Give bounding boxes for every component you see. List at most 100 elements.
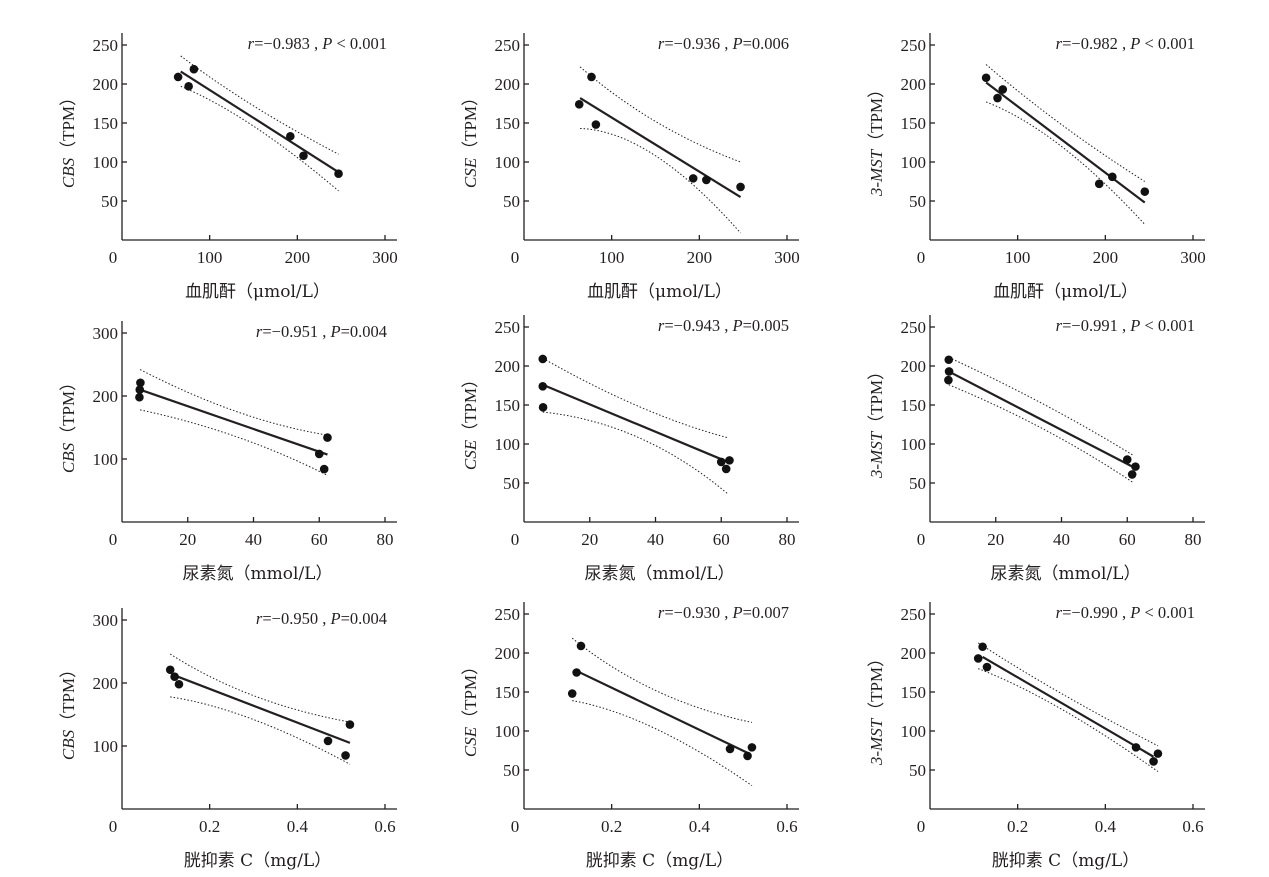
data-point [1108, 172, 1117, 182]
x-axis-label: 尿素氮（mmol/L） [183, 564, 333, 584]
p-symbol: P [731, 603, 742, 622]
scatter-panel: 0 0.2 0.4 0.6 50 100 150 200 250 CSE（TPM） 胱抑素 C（mg… [452, 587, 852, 877]
x-tick-label: 0.6 [374, 817, 395, 836]
y-axis-gene: CSE [461, 157, 480, 188]
annotation-separator: , [318, 609, 330, 628]
annotation-separator: , [310, 34, 322, 53]
data-point [574, 99, 584, 109]
y-axis-unit: （TPM） [59, 661, 78, 730]
p-value: =0.004 [341, 609, 387, 628]
y-tick-label: 250 [901, 36, 927, 55]
p-value: < 0.001 [1140, 34, 1195, 53]
x-tick-label: 200 [285, 248, 311, 267]
correlation-annotation: r=−0.991 , P < 0.001 [1056, 316, 1195, 335]
x-tick-label: 0.4 [689, 817, 711, 836]
correlation-annotation: r=−0.943 , P=0.005 [658, 316, 789, 335]
x-tick-label: 300 [774, 248, 800, 267]
scatter-plot: 0 20 40 60 80 50 100 150 200 250 CSE（TPM） 尿素氮（mmol/… [461, 315, 799, 584]
y-tick-label: 100 [93, 153, 119, 172]
x-tick-label: 80 [377, 530, 394, 549]
y-axis-unit: （TPM） [461, 658, 480, 727]
y-tick-label: 100 [93, 737, 119, 756]
data-point [944, 355, 954, 365]
p-value: < 0.001 [1140, 316, 1195, 335]
data-point [319, 464, 329, 474]
y-tick-label: 150 [93, 114, 119, 133]
ci-upper-line [169, 653, 351, 723]
scatter-plot: 0 100 200 300 50 100 150 200 250 3-MST（TPM） 血肌酐（μm… [867, 33, 1206, 302]
y-tick-label: 200 [93, 674, 119, 693]
ci-lower-line [170, 696, 351, 765]
x-tick-label: 0 [917, 530, 926, 549]
scatter-plot: 0 20 40 60 80 100 200 300 CBS（TPM） 尿素氮（mmol/L） r=−… [59, 321, 397, 584]
data-point [587, 72, 596, 82]
ci-lower-line [985, 101, 1146, 225]
ci-upper-line [571, 637, 753, 723]
data-point [572, 668, 581, 677]
y-tick-label: 100 [495, 435, 521, 454]
scatter-plot: 0 20 40 60 80 50 100 150 200 250 3-MST（TPM） 尿素氮（mmo… [867, 315, 1205, 584]
y-axis-gene: CSE [461, 726, 480, 757]
data-point [993, 93, 1002, 103]
ci-upper-line [977, 642, 1159, 747]
regression-line [174, 674, 351, 744]
x-tick-label: 0 [109, 530, 118, 549]
data-point [136, 378, 145, 388]
x-tick-label: 300 [372, 248, 398, 267]
y-tick-label: 300 [93, 324, 119, 343]
y-axis-label: 3-MST（TPM） [867, 363, 886, 479]
data-point [135, 392, 144, 402]
data-point [747, 743, 757, 752]
data-point [184, 82, 193, 91]
p-symbol: P [321, 34, 332, 53]
data-point [591, 120, 601, 129]
y-axis-gene: CBS [59, 157, 78, 188]
data-point [1094, 179, 1104, 189]
data-point [978, 642, 987, 652]
data-point [334, 169, 343, 178]
regression-line [985, 81, 1146, 204]
r-value: =−0.950 [262, 609, 318, 628]
annotation-separator: , [720, 603, 732, 622]
x-tick-label: 0 [109, 817, 118, 836]
r-value: =−0.951 [262, 322, 318, 341]
y-tick-label: 50 [503, 192, 520, 211]
data-point [1131, 462, 1140, 471]
scatter-plot: 0 100 200 300 50 100 150 200 250 CBS（TPM） 血肌酐（μmol… [59, 33, 398, 302]
y-tick-label: 50 [909, 192, 926, 211]
x-axis-label: 尿素氮（mmol/L） [991, 564, 1141, 584]
data-point [998, 85, 1008, 94]
data-point [299, 151, 308, 161]
data-point [135, 385, 145, 394]
y-axis-unit: （TPM） [59, 89, 78, 158]
r-symbol: r [248, 34, 255, 53]
scatter-panel: 0 0.2 0.4 0.6 50 100 150 200 250 3-MST（TPM） 胱抑素 C（… [858, 587, 1258, 877]
y-tick-label: 250 [901, 318, 927, 337]
data-point [1122, 455, 1132, 464]
y-axis-gene: CBS [59, 729, 78, 760]
p-value: =0.007 [743, 603, 789, 622]
data-point [725, 456, 734, 465]
x-tick-label: 40 [1053, 530, 1070, 549]
y-axis-unit: （TPM） [867, 363, 886, 432]
x-tick-label: 0 [511, 248, 520, 267]
x-tick-label: 300 [1180, 248, 1206, 267]
x-tick-label: 100 [197, 248, 223, 267]
y-tick-label: 100 [495, 153, 521, 172]
y-tick-label: 200 [93, 387, 119, 406]
data-point [1153, 749, 1163, 758]
scatter-panel: 0 100 200 300 50 100 150 200 250 3-MST（TPM） 血肌酐（μm… [858, 18, 1258, 308]
y-tick-label: 150 [901, 683, 927, 702]
scatter-panel: 0 20 40 60 80 50 100 150 200 250 CSE（TPM） 尿素氮（mmol/… [452, 300, 852, 590]
r-value: =−0.982 [1062, 34, 1118, 53]
y-tick-label: 150 [495, 114, 521, 133]
ci-upper-line [542, 357, 728, 439]
data-point [323, 433, 332, 442]
x-tick-label: 0 [511, 530, 520, 549]
data-point [345, 720, 355, 729]
ci-lower-line [139, 409, 328, 476]
data-point [538, 381, 548, 391]
scatter-plot: 0 0.2 0.4 0.6 50 100 150 200 250 CSE（TPM） 胱抑素 C（mg… [461, 602, 799, 871]
data-point [165, 665, 175, 675]
